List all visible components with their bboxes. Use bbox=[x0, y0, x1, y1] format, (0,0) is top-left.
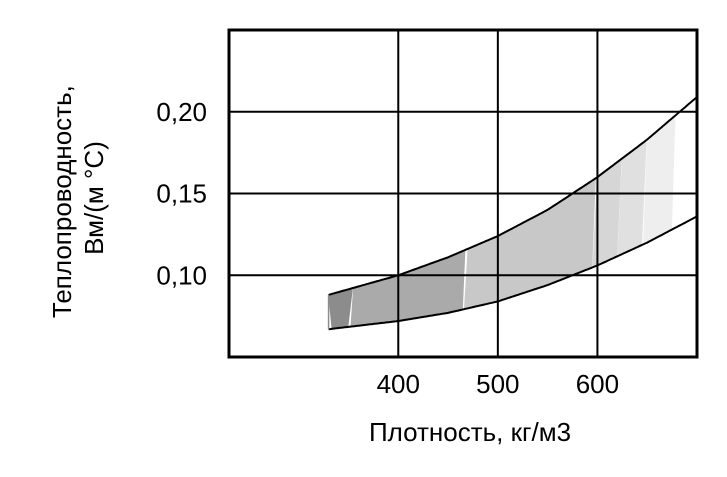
plot-frame bbox=[227, 28, 699, 359]
density-band bbox=[463, 177, 596, 310]
y-axis-label-line-2: Вм/(м °C) bbox=[79, 141, 109, 255]
y-tick-label: 0,10 bbox=[156, 260, 207, 290]
x-tick-label: 600 bbox=[576, 369, 619, 399]
y-tick-label: 0,15 bbox=[156, 179, 207, 209]
x-tick-label: 400 bbox=[377, 369, 420, 399]
x-tick-label: 500 bbox=[476, 369, 519, 399]
x-tick-labels: 400 500 600 bbox=[377, 369, 620, 399]
upper-boundary-curve bbox=[328, 96, 697, 296]
grid-layer bbox=[229, 30, 697, 357]
density-band-layer bbox=[328, 114, 676, 330]
curve-layer bbox=[327, 96, 697, 331]
lower-boundary-curve bbox=[328, 215, 697, 331]
density-band bbox=[350, 249, 466, 328]
density-band bbox=[643, 114, 676, 245]
y-tick-label: 0,20 bbox=[156, 97, 207, 127]
y-tick-labels: 0,10 0,15 0,20 bbox=[156, 97, 207, 291]
x-axis-label: Плотность, кг/м3 bbox=[369, 417, 571, 447]
y-axis-label: Теплопроводность, Вм/(м °C) bbox=[47, 78, 109, 318]
y-axis-label-line-1: Теплопроводность, bbox=[47, 85, 77, 318]
